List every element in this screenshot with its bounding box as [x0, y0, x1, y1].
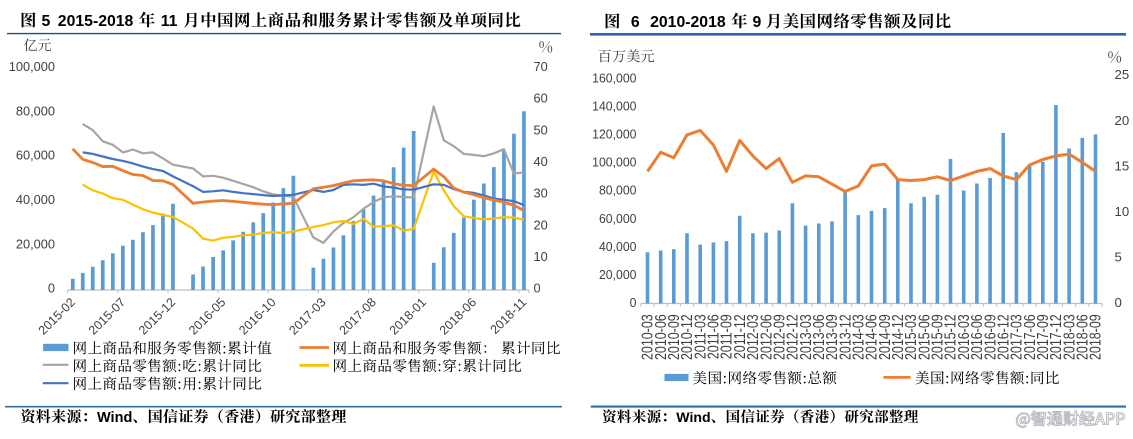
svg-text:2012-03: 2012-03	[745, 314, 763, 360]
svg-text:2012-12: 2012-12	[784, 314, 802, 360]
svg-text:6: 6	[631, 14, 640, 31]
svg-text:120,000: 120,000	[592, 126, 636, 142]
svg-text:2016-03: 2016-03	[956, 314, 974, 360]
svg-text:Wind: Wind	[97, 410, 132, 426]
svg-text:11: 11	[161, 13, 178, 30]
svg-text:60,000: 60,000	[16, 148, 55, 163]
svg-text:2017-06: 2017-06	[1021, 314, 1039, 360]
svg-text:2011-09: 2011-09	[718, 314, 736, 359]
svg-text:2011-06: 2011-06	[705, 314, 723, 359]
svg-text:0: 0	[1115, 295, 1122, 310]
svg-text:80,000: 80,000	[599, 182, 637, 198]
svg-text:50: 50	[534, 122, 548, 137]
svg-text:2013-03: 2013-03	[797, 314, 815, 360]
svg-text:2016-06: 2016-06	[969, 314, 987, 360]
svg-text:10: 10	[1115, 204, 1130, 219]
svg-text:2018-03: 2018-03	[1061, 314, 1079, 360]
svg-text:0: 0	[630, 295, 637, 311]
svg-text:2015-2018: 2015-2018	[58, 13, 134, 30]
svg-text:40,000: 40,000	[599, 238, 637, 254]
svg-text:70: 70	[534, 59, 548, 74]
svg-text:2015-03: 2015-03	[903, 314, 921, 360]
svg-text:2016-09: 2016-09	[982, 314, 1000, 360]
svg-text:2010-09: 2010-09	[666, 314, 684, 360]
svg-text:2013-09: 2013-09	[824, 314, 842, 360]
svg-text:Wind: Wind	[676, 409, 710, 425]
svg-text:0: 0	[48, 281, 55, 296]
svg-text:5: 5	[1115, 249, 1122, 264]
svg-text:2018-06: 2018-06	[1074, 314, 1092, 360]
svg-text:2017-03: 2017-03	[1008, 314, 1026, 360]
svg-text:2011-12: 2011-12	[732, 314, 750, 359]
svg-text:2013-12: 2013-12	[837, 314, 855, 360]
svg-text:2012-09: 2012-09	[771, 314, 789, 360]
svg-text:2013-06: 2013-06	[811, 314, 829, 360]
svg-text:2014-09: 2014-09	[877, 314, 895, 360]
svg-text:60,000: 60,000	[599, 210, 637, 226]
svg-text:80,000: 80,000	[16, 103, 55, 118]
svg-text:2017-09: 2017-09	[1035, 314, 1053, 360]
svg-text:2010-2018: 2010-2018	[650, 14, 726, 31]
svg-text:20: 20	[534, 217, 548, 232]
svg-text:60: 60	[534, 91, 548, 106]
svg-text:2015-09: 2015-09	[929, 314, 947, 360]
svg-text:2014-06: 2014-06	[863, 314, 881, 360]
svg-text:100,000: 100,000	[9, 59, 55, 74]
svg-text:2014-03: 2014-03	[850, 314, 868, 360]
svg-text:160,000: 160,000	[592, 70, 636, 86]
svg-text:40: 40	[534, 154, 548, 169]
svg-text:2015-12: 2015-12	[942, 314, 960, 360]
svg-text:2010-03: 2010-03	[639, 314, 657, 360]
svg-text:30: 30	[534, 186, 548, 201]
svg-text:2010-12: 2010-12	[679, 314, 697, 360]
svg-text:2012-06: 2012-06	[758, 314, 776, 360]
svg-text:5: 5	[42, 13, 51, 30]
svg-text:0: 0	[534, 281, 541, 296]
svg-text:2014-12: 2014-12	[890, 314, 908, 360]
svg-text:2018-09: 2018-09	[1087, 314, 1105, 360]
svg-text:20,000: 20,000	[599, 266, 637, 282]
svg-text:2017-12: 2017-12	[1048, 314, 1066, 360]
svg-text:2015-06: 2015-06	[916, 314, 934, 360]
svg-text:40,000: 40,000	[16, 192, 55, 207]
svg-text:20,000: 20,000	[16, 236, 55, 251]
svg-text:2010-06: 2010-06	[653, 314, 671, 360]
svg-text:100,000: 100,000	[592, 154, 636, 170]
svg-text:20: 20	[1115, 113, 1130, 128]
svg-text:25: 25	[1115, 67, 1130, 82]
svg-text:2016-12: 2016-12	[995, 314, 1013, 360]
svg-text:15: 15	[1115, 158, 1130, 173]
svg-text:9: 9	[753, 14, 762, 31]
svg-text:140,000: 140,000	[592, 98, 636, 114]
svg-text:2011-03: 2011-03	[692, 314, 710, 359]
svg-text:10: 10	[534, 249, 548, 264]
